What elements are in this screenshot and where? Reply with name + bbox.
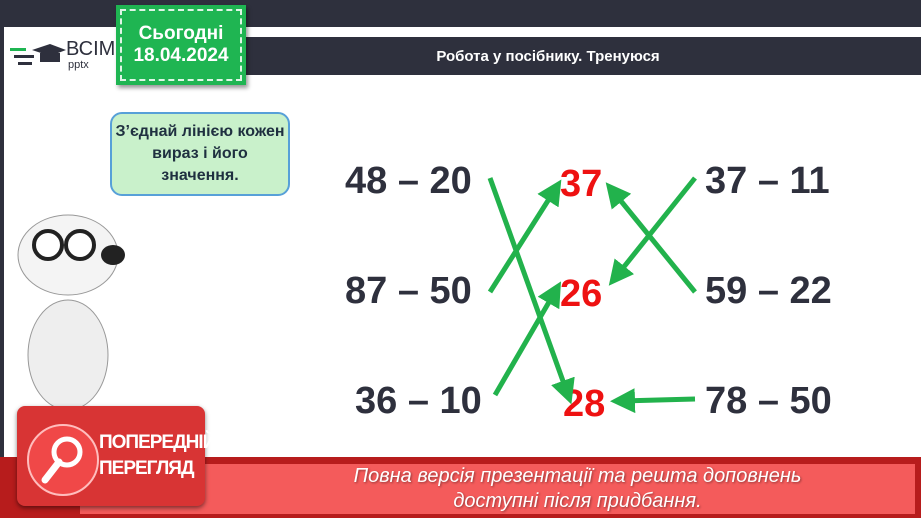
expression-59-22[interactable]: 59 – 22 xyxy=(705,270,832,312)
answer-37[interactable]: 37 xyxy=(560,163,603,205)
dog-character-icon xyxy=(17,214,125,411)
graduation-cap-icon xyxy=(10,44,66,65)
expression-36-10[interactable]: 36 – 10 xyxy=(355,380,482,422)
arrow-59-22-to-37 xyxy=(605,182,697,294)
slide-title: Робота у посібнику. Тренуюся xyxy=(245,37,921,75)
arrow-36-10-to-26 xyxy=(492,281,562,397)
speech-bubble: З’єднай лінією кожен вираз і його значен… xyxy=(110,112,290,196)
expression-37-11[interactable]: 37 – 11 xyxy=(705,160,830,202)
expression-87-50[interactable]: 87 – 50 xyxy=(345,270,472,312)
arrow-78-50-to-28 xyxy=(610,388,696,414)
date-badge: Сьогодні 18.04.2024 xyxy=(116,5,246,85)
arrow-48-20-to-28 xyxy=(487,177,575,405)
expression-48-20[interactable]: 48 – 20 xyxy=(345,160,472,202)
answer-26[interactable]: 26 xyxy=(560,273,603,315)
arrow-37-11-to-26 xyxy=(608,176,697,286)
magnifier-icon xyxy=(41,436,83,484)
logo: ВСІМ pptx xyxy=(10,38,115,71)
arrow-87-50-to-37 xyxy=(487,179,562,294)
preview-button[interactable]: ПОПЕРЕДНІЙ ПЕРЕГЛЯД xyxy=(17,406,216,506)
expression-78-50[interactable]: 78 – 50 xyxy=(705,380,832,422)
